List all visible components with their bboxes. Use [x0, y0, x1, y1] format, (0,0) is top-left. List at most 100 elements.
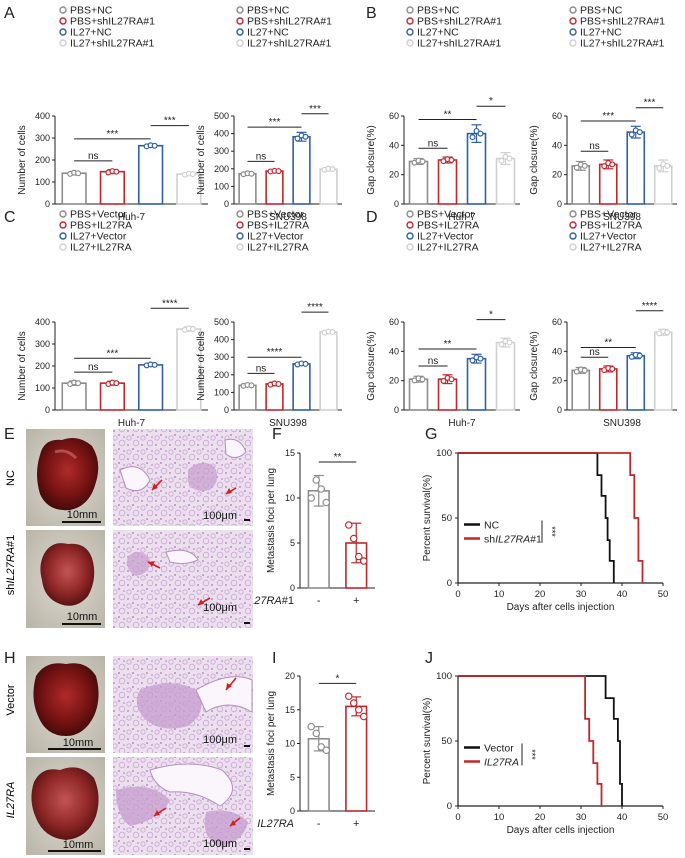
arrow-icon	[152, 483, 158, 490]
significance-label: ***	[107, 129, 119, 140]
data-point	[506, 155, 513, 162]
y-tick-label: 40	[552, 346, 562, 356]
scale-label-lung-vector: 10mm	[63, 737, 94, 749]
lung-highlight	[54, 449, 78, 460]
y-tick-label: 20	[552, 170, 562, 180]
significance-label: **	[444, 339, 452, 350]
panel-letter-b: B	[366, 5, 377, 22]
legend-marker	[236, 221, 244, 229]
data-point	[354, 705, 363, 714]
data-point	[354, 552, 363, 561]
legend-marker	[569, 28, 577, 36]
data-point	[275, 168, 282, 175]
data-point	[189, 171, 196, 178]
significance-label: **	[444, 110, 452, 121]
data-point	[302, 133, 309, 140]
significance-label: ns	[589, 347, 600, 358]
legend-label: shIL27RA#1	[484, 534, 542, 546]
data-point	[344, 692, 353, 701]
x-tick-label: 40	[617, 589, 628, 600]
vessel	[119, 466, 151, 492]
significance-label: ***	[547, 526, 557, 537]
x-axis-label: IL27RA	[257, 818, 294, 830]
legend-marker	[236, 17, 244, 25]
vessel	[224, 438, 247, 458]
chart-a2: 0 100 200 300 400 500 Number of cells *** *** ns S…	[196, 5, 342, 223]
row-label-suffix: #1	[5, 535, 17, 547]
legend-label: IL27+NC	[580, 27, 622, 39]
x-axis-label: Huh-7	[448, 418, 476, 429]
y-tick-label: 200	[214, 370, 229, 380]
legend-marker	[406, 232, 414, 240]
data-point	[664, 162, 671, 169]
significance-label: ***	[107, 348, 119, 359]
y-tick-label: 40	[389, 140, 399, 150]
y-tick-label: 0	[224, 199, 229, 209]
x-tick-label: 10	[494, 812, 505, 823]
scale-label-lung-il27ra: 10mm	[63, 839, 94, 851]
panel-h-images: Vector IL27RA 10mm 100μm 10mm 100μm	[5, 656, 253, 855]
y-tick-label: 0	[45, 199, 50, 209]
data-point	[307, 494, 316, 502]
x-axis-label: Huh-7	[448, 212, 476, 223]
row-label-prefix: sh	[5, 584, 17, 596]
legend-label: PBS+IL27RA	[580, 220, 642, 232]
bar	[319, 168, 338, 205]
data-point	[317, 485, 326, 493]
x-axis-label: SNU398	[269, 212, 307, 223]
y-tick-label: 0	[447, 578, 452, 589]
tumor-nodule	[127, 551, 150, 576]
legend-label: PBS+NC	[247, 5, 290, 17]
arrow-icon	[230, 820, 236, 826]
x-axis-label: Days after cells injection	[507, 825, 615, 836]
category-label: +	[353, 818, 359, 830]
y-axis-label: Gap closure(%)	[529, 125, 540, 194]
bar	[571, 369, 591, 411]
legend-name: NC	[484, 520, 500, 532]
panel-letter-c: C	[4, 209, 16, 226]
x-label-italic: IL27RA	[257, 818, 294, 830]
legend-italic: IL27RA	[484, 757, 519, 769]
y-tick-label: 0	[290, 583, 295, 593]
y-tick-label: 60	[389, 111, 399, 121]
data-point	[294, 135, 301, 142]
bar	[99, 382, 126, 411]
data-point	[317, 743, 326, 751]
legend-label: NC	[484, 520, 500, 532]
bar	[292, 135, 311, 205]
x-tick-label: 30	[576, 589, 587, 600]
legend-label: IL27+NC	[247, 27, 289, 39]
legend-label: PBS+Vector	[580, 209, 637, 221]
bar	[437, 159, 458, 205]
panel-letter-f: F	[272, 426, 282, 443]
y-tick-label: 60	[552, 111, 562, 121]
arrow-icon	[226, 683, 232, 690]
y-tick-label: 10	[285, 739, 295, 749]
airway	[195, 676, 253, 713]
significance-label: ****	[307, 302, 323, 313]
legend-marker	[406, 39, 414, 47]
legend-label: IL27+IL27RA	[70, 242, 132, 254]
y-tick-label: 5	[290, 538, 295, 548]
bar	[265, 383, 284, 411]
legend-label: IL27+NC	[70, 27, 112, 39]
data-point	[113, 168, 120, 175]
data-point	[75, 380, 82, 387]
x-axis-label: SNU398	[269, 418, 307, 429]
x-axis-label: SNU398	[603, 212, 641, 223]
data-point	[581, 367, 588, 374]
y-tick-label: 400	[35, 317, 50, 327]
x-tick-label: 20	[535, 812, 546, 823]
legend-marker	[236, 39, 244, 47]
y-tick-label: 20	[389, 170, 399, 180]
x-tick-label: 50	[658, 812, 669, 823]
data-point	[359, 557, 368, 565]
data-point	[498, 341, 505, 348]
survival-curve	[458, 675, 623, 806]
legend-label: PBS+shIL27RA#1	[70, 16, 155, 28]
y-tick-label: 40	[389, 346, 399, 356]
panel-letter-i: I	[272, 650, 276, 667]
legend-label: IL27RA	[484, 757, 519, 769]
data-point	[448, 157, 455, 164]
y-tick-label: 0	[394, 199, 399, 209]
